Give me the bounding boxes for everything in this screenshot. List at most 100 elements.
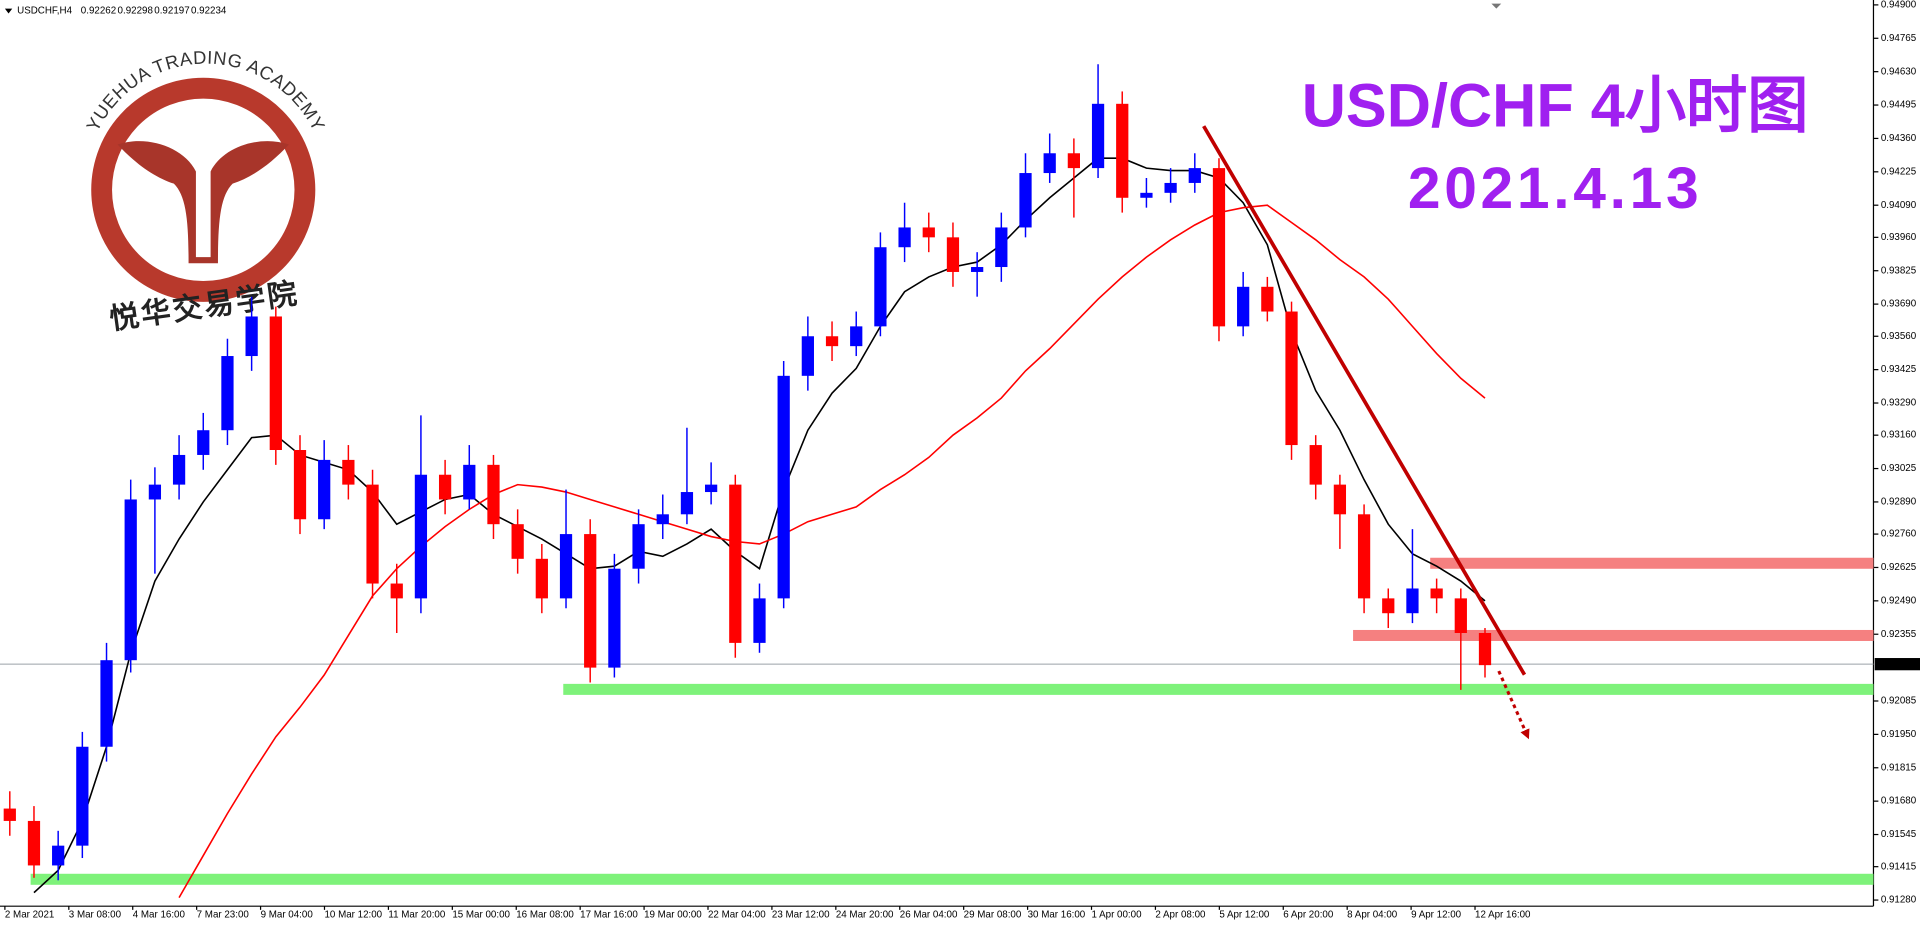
- candle-body: [1019, 173, 1032, 228]
- y-tick-label: 0.93825: [1881, 265, 1917, 276]
- x-tick-label: 8 Apr 04:00: [1347, 909, 1398, 920]
- candle-body: [1091, 103, 1105, 169]
- candle-body: [76, 746, 89, 846]
- y-tick-label: 0.91950: [1881, 729, 1917, 740]
- candle-body: [705, 484, 718, 493]
- candle-body: [318, 459, 331, 520]
- candle-body: [1116, 103, 1129, 198]
- candle-body: [729, 484, 742, 643]
- trend-line: [1202, 125, 1527, 676]
- y-tick-label: 0.94495: [1881, 100, 1917, 111]
- x-tick-label: 5 Apr 12:00: [1219, 909, 1270, 920]
- candle-body: [922, 227, 935, 238]
- candle-body: [1188, 168, 1201, 183]
- y-tick-label: 0.94900: [1881, 0, 1917, 10]
- plot-area: [0, 64, 1874, 898]
- x-tick-label: 4 Mar 16:00: [133, 909, 186, 920]
- x-tick-label: 9 Mar 04:00: [261, 909, 314, 920]
- level-zone: [1430, 557, 1874, 569]
- candle-body: [801, 336, 814, 376]
- x-tick-label: 10 Mar 12:00: [324, 909, 382, 920]
- y-tick-label: 0.92890: [1881, 497, 1917, 508]
- y-tick-label: 0.94765: [1881, 33, 1917, 44]
- candle-body: [1067, 153, 1080, 169]
- candle-body: [971, 267, 984, 272]
- candle-body: [753, 598, 766, 643]
- candle-body: [1212, 168, 1226, 327]
- candle-body: [1043, 153, 1056, 174]
- y-tick-label: 0.93025: [1881, 463, 1917, 474]
- x-tick-label: 3 Mar 08:00: [69, 909, 122, 920]
- current-price-box: [1874, 658, 1920, 671]
- y-tick-label: 0.93560: [1881, 331, 1917, 342]
- candle-body: [1454, 598, 1467, 633]
- y-tick-label: 0.91415: [1881, 861, 1917, 872]
- candle-body: [1406, 588, 1419, 614]
- candle-body: [197, 430, 210, 455]
- y-tick-label: 0.91815: [1881, 762, 1917, 773]
- candle-body: [390, 583, 403, 599]
- current-price-label: 0.92234: [1878, 659, 1914, 670]
- candle-body: [656, 514, 669, 525]
- y-tick-label: 0.92085: [1881, 696, 1917, 707]
- x-tick-label: 2 Mar 2021: [5, 909, 54, 920]
- candle-body: [1357, 514, 1371, 599]
- candle-body: [1164, 182, 1177, 193]
- candle-body: [172, 454, 186, 485]
- candle-body: [680, 492, 694, 515]
- header-price: 0.92234: [191, 6, 227, 17]
- candle-body: [293, 450, 307, 520]
- candle-body: [52, 845, 65, 866]
- logo-emblem: [117, 141, 289, 264]
- candle-body: [898, 227, 911, 248]
- candle-body: [1261, 286, 1274, 312]
- candle-body: [1309, 445, 1322, 485]
- candle-body: [608, 568, 621, 668]
- x-tick-label: 16 Mar 08:00: [516, 909, 574, 920]
- candle-body: [342, 459, 355, 485]
- x-tick-label: 15 Mar 00:00: [452, 909, 510, 920]
- header-price: 0.92298: [118, 6, 154, 17]
- candle-body: [100, 660, 113, 747]
- y-tick-label: 0.91280: [1881, 895, 1917, 906]
- candle-body: [995, 227, 1008, 268]
- candle-body: [1237, 286, 1250, 327]
- candle-body: [1140, 192, 1153, 198]
- y-tick-label: 0.92355: [1881, 629, 1917, 640]
- candle-body: [124, 499, 137, 661]
- x-tick-label: 29 Mar 08:00: [964, 909, 1022, 920]
- y-tick-label: 0.93425: [1881, 364, 1917, 375]
- candle-body: [850, 326, 863, 347]
- candle-body: [946, 237, 960, 272]
- x-tick-label: 6 Apr 20:00: [1283, 909, 1334, 920]
- candle-body: [1430, 588, 1443, 599]
- candle-body: [463, 464, 476, 500]
- candle-body: [559, 534, 573, 599]
- y-tick-label: 0.92625: [1881, 562, 1917, 573]
- candle-body: [632, 524, 645, 569]
- header-price: 0.92197: [154, 6, 189, 17]
- y-tick-label: 0.94630: [1881, 66, 1917, 77]
- candle-body: [27, 820, 41, 866]
- x-tick-label: 30 Mar 16:00: [1028, 909, 1086, 920]
- x-tick-label: 26 Mar 04:00: [900, 909, 958, 920]
- candle-body: [1478, 632, 1492, 666]
- candle-body: [414, 474, 428, 599]
- header-menu-icon[interactable]: [4, 8, 13, 14]
- y-tick-label: 0.93290: [1881, 398, 1917, 409]
- candle-body: [148, 484, 162, 500]
- candle-body: [438, 474, 452, 500]
- y-tick-label: 0.94225: [1881, 166, 1917, 177]
- candle-body: [511, 524, 524, 559]
- chart-title: USD/CHF 4小时图: [1302, 71, 1809, 139]
- x-tick-label: 22 Mar 04:00: [708, 909, 766, 920]
- candle-body: [584, 534, 597, 668]
- x-tick-label: 1 Apr 00:00: [1092, 909, 1143, 920]
- x-tick-label: 12 Apr 16:00: [1475, 909, 1531, 920]
- chart-subtitle: 2021.4.13: [1408, 156, 1702, 221]
- y-tick-label: 0.93690: [1881, 299, 1917, 310]
- candle-body: [1333, 484, 1347, 515]
- level-zone: [563, 683, 1874, 695]
- candle-body: [269, 316, 282, 451]
